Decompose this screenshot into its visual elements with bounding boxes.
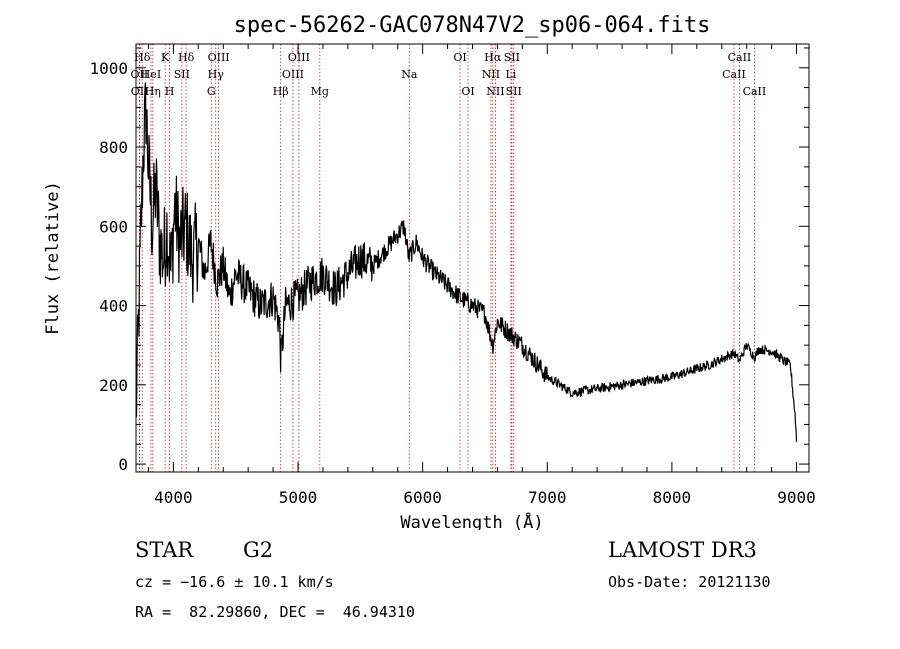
spectral-line-label: SII xyxy=(504,51,520,64)
x-axis-label: Wavelength (Å) xyxy=(400,511,543,530)
spectral-line-label: OI xyxy=(461,85,474,98)
spectral-line-label: CaII xyxy=(743,85,767,98)
x-tick-label: 6000 xyxy=(403,488,442,507)
spectral-line-label: K xyxy=(161,51,170,64)
spectral-line-label: G xyxy=(207,85,216,98)
spectral-line-label: Hη xyxy=(145,85,161,98)
x-tick-label: 4000 xyxy=(154,488,193,507)
spectral-line-label: H xyxy=(165,85,175,98)
spectral-line-label: Hγ xyxy=(208,68,225,81)
spectral-line-label: SII xyxy=(174,68,190,81)
y-tick-label: 0 xyxy=(118,455,128,474)
spectral-line-label: OII xyxy=(131,68,149,81)
object-subclass: G2 xyxy=(243,538,274,562)
y-axis-label: Flux (relative) xyxy=(43,181,63,335)
plot-frame xyxy=(135,43,810,473)
spectral-line-markers xyxy=(138,44,755,472)
spectral-line-label: NII xyxy=(486,85,504,98)
spectrum-series xyxy=(135,82,798,442)
observation-date: Obs-Date: 20121130 xyxy=(608,573,771,591)
y-tick-label: 800 xyxy=(99,138,128,157)
spectral-line-label: CaII xyxy=(728,51,752,64)
spectral-line-label: Na xyxy=(401,68,418,81)
x-tick-label: 5000 xyxy=(279,488,318,507)
axis-ticks: 4000 5000 6000 7000 8000 9000 0 200 400 600 800 100… xyxy=(89,44,816,507)
spectral-line-label: NII xyxy=(482,68,500,81)
x-tick-label: 9000 xyxy=(777,488,816,507)
spectral-line-label: OIII xyxy=(288,51,310,64)
y-tick-label: 600 xyxy=(99,217,128,236)
spectral-line-label: Hβ xyxy=(273,85,289,98)
spectral-line-label: Hδ xyxy=(178,51,195,64)
object-class: STAR xyxy=(135,538,194,562)
spectral-line-label: Mg xyxy=(311,85,329,98)
x-tick-label: 7000 xyxy=(528,488,567,507)
spectral-line-label: OIII xyxy=(208,51,230,64)
spectral-line-label: Hδ xyxy=(134,51,151,64)
spectral-line-label: OIII xyxy=(282,68,304,81)
y-tick-label: 400 xyxy=(99,297,128,316)
survey-name: LAMOST DR3 xyxy=(608,538,757,562)
coordinates: RA = 82.29860, DEC = 46.94310 xyxy=(135,603,415,621)
spectral-line-label: Hα xyxy=(484,51,502,64)
spectral-line-label: Li xyxy=(505,68,516,81)
chart-title: spec-56262-GAC078N47V2_sp06-064.fits xyxy=(234,13,711,38)
spectral-line-label: OI xyxy=(453,51,466,64)
spectral-line-label: HeI xyxy=(141,68,161,81)
redshift-velocity: cz = −16.6 ± 10.1 km/s xyxy=(135,573,334,591)
spectral-line-label: SII xyxy=(506,85,522,98)
x-tick-label: 8000 xyxy=(653,488,692,507)
spectral-line-label: OII xyxy=(131,85,149,98)
spectral-line-label: CaII xyxy=(722,68,746,81)
spectrum-chart: spec-56262-GAC078N47V2_sp06-064.fits 400… xyxy=(43,13,816,530)
y-tick-label: 1000 xyxy=(89,59,128,78)
y-tick-label: 200 xyxy=(99,376,128,395)
